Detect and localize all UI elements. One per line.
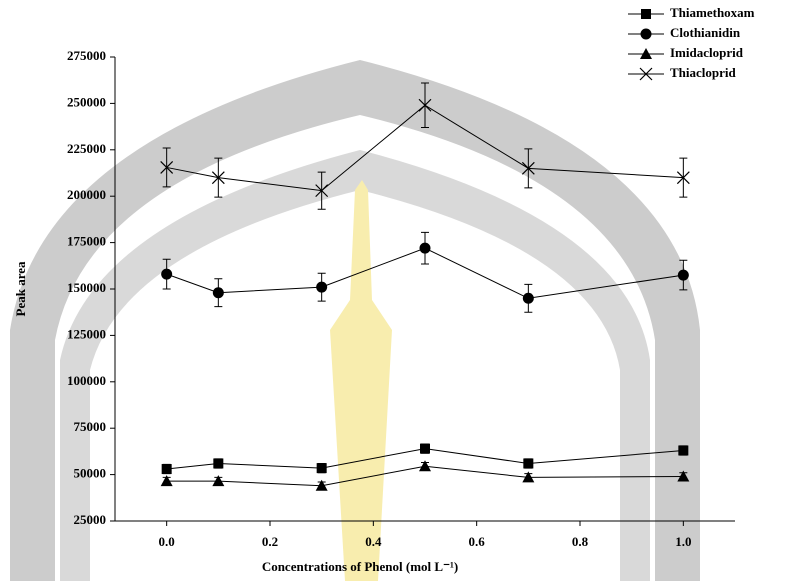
marker bbox=[521, 161, 535, 175]
watermark bbox=[10, 60, 700, 581]
marker bbox=[213, 458, 224, 469]
y-tick-label: 25000 bbox=[74, 512, 107, 527]
marker bbox=[677, 269, 689, 281]
marker bbox=[676, 171, 690, 185]
legend-label: Imidacloprid bbox=[670, 45, 744, 60]
legend-label: Thiacloprid bbox=[670, 65, 737, 80]
series-line bbox=[166, 104, 684, 192]
series-line bbox=[166, 465, 684, 487]
y-tick-label: 250000 bbox=[67, 94, 106, 109]
marker bbox=[212, 287, 224, 299]
y-tick-label: 50000 bbox=[74, 466, 107, 481]
x-tick-label: 0.6 bbox=[469, 534, 486, 549]
marker bbox=[160, 475, 173, 487]
marker bbox=[677, 470, 690, 482]
y-tick-label: 125000 bbox=[67, 326, 106, 341]
marker bbox=[160, 161, 174, 174]
marker bbox=[161, 268, 173, 280]
x-axis-title: Concentrations of Phenol (mol L⁻¹) bbox=[262, 559, 458, 574]
y-tick-label: 200000 bbox=[67, 187, 106, 202]
y-tick-label: 75000 bbox=[74, 419, 107, 434]
marker bbox=[419, 242, 431, 254]
x-tick-label: 0.2 bbox=[262, 534, 278, 549]
x-tick-label: 0.0 bbox=[159, 534, 175, 549]
marker bbox=[418, 98, 432, 112]
marker bbox=[316, 281, 328, 293]
x-tick-label: 0.8 bbox=[572, 534, 589, 549]
marker bbox=[419, 460, 431, 472]
legend-label: Thiamethoxam bbox=[670, 5, 755, 20]
marker bbox=[639, 67, 653, 81]
marker bbox=[315, 184, 329, 198]
marker bbox=[640, 28, 652, 40]
x-tick-label: 0.4 bbox=[365, 534, 382, 549]
series-line bbox=[166, 448, 684, 470]
y-tick-label: 225000 bbox=[67, 141, 106, 156]
y-tick-label: 100000 bbox=[67, 373, 106, 388]
series-line bbox=[166, 247, 684, 299]
marker bbox=[640, 48, 652, 59]
marker bbox=[211, 171, 225, 185]
marker bbox=[523, 458, 534, 469]
y-tick-label: 275000 bbox=[67, 48, 106, 63]
marker bbox=[678, 445, 689, 456]
marker bbox=[522, 292, 534, 304]
marker bbox=[316, 463, 327, 474]
y-tick-label: 175000 bbox=[67, 234, 106, 249]
marker bbox=[161, 464, 172, 475]
x-tick-label: 1.0 bbox=[675, 534, 691, 549]
legend-label: Clothianidin bbox=[670, 25, 741, 40]
y-tick-label: 150000 bbox=[67, 280, 106, 295]
marker bbox=[420, 443, 430, 454]
marker bbox=[522, 471, 535, 483]
y-axis-title: Peak area bbox=[13, 261, 28, 316]
marker bbox=[212, 475, 225, 487]
marker bbox=[641, 9, 651, 19]
marker bbox=[315, 479, 328, 491]
